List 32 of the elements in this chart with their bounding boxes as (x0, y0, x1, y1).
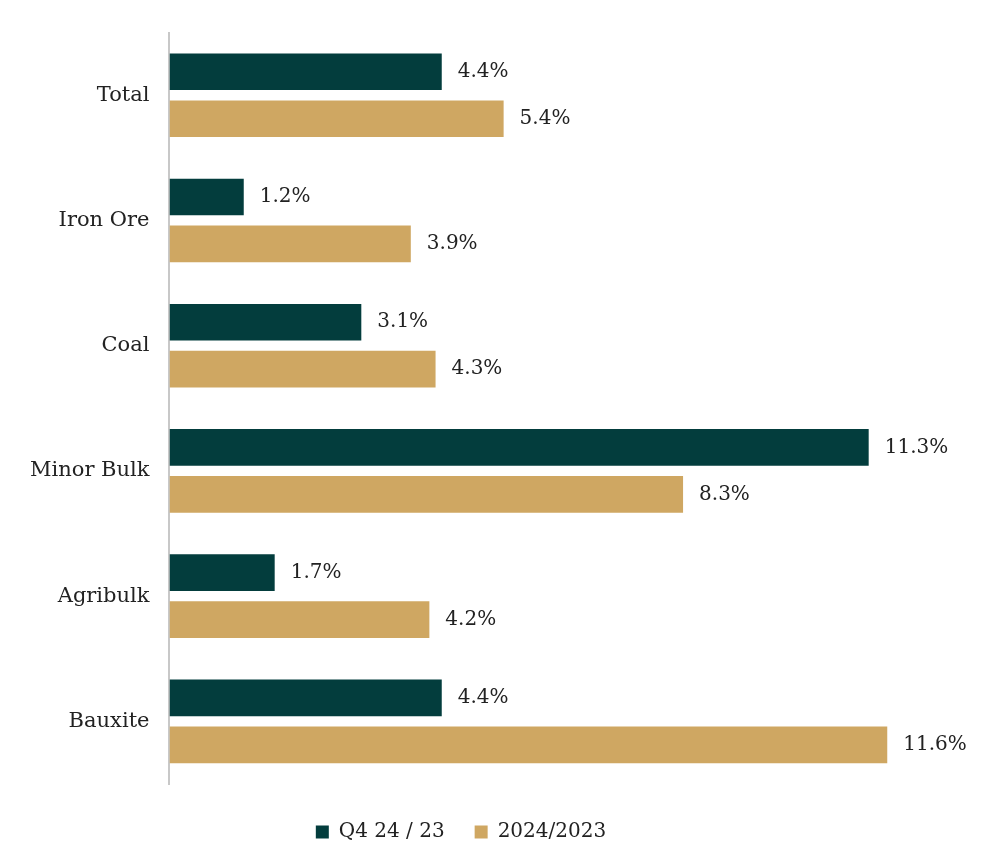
data-label: 4.3% (451, 355, 503, 380)
y-tick-label: Iron Ore (58, 206, 150, 231)
y-tick-label: Minor Bulk (30, 457, 150, 482)
y-tick-label: Agribulk (56, 582, 150, 607)
y-tick-label: Coal (101, 332, 150, 357)
data-label: 5.4% (519, 104, 571, 129)
data-label: 3.9% (426, 230, 478, 255)
bar (169, 476, 684, 513)
bar (169, 554, 275, 591)
bar (169, 350, 436, 388)
data-label: 4.4% (457, 684, 509, 709)
bar (169, 53, 442, 91)
data-label: 4.4% (457, 57, 509, 82)
data-label: 3.1% (377, 308, 429, 333)
data-label: 4.2% (445, 605, 497, 630)
y-tick-label: Bauxite (68, 707, 150, 732)
legend-label: 2024/2023 (497, 818, 607, 843)
data-label: 11.3% (884, 433, 949, 458)
bar (169, 178, 244, 216)
y-tick-label: Total (96, 81, 150, 106)
data-label: 11.6% (903, 731, 967, 756)
bar (169, 601, 430, 638)
data-label: 1.7% (290, 558, 342, 583)
bar (169, 303, 362, 341)
bar (169, 726, 888, 764)
bar (169, 679, 442, 717)
bar (169, 429, 869, 466)
bar (169, 100, 504, 138)
data-label: 8.3% (699, 480, 750, 505)
data-label: 1.2% (259, 183, 311, 208)
bar (169, 225, 411, 263)
legend-label: Q4 24 / 23 (338, 818, 445, 843)
